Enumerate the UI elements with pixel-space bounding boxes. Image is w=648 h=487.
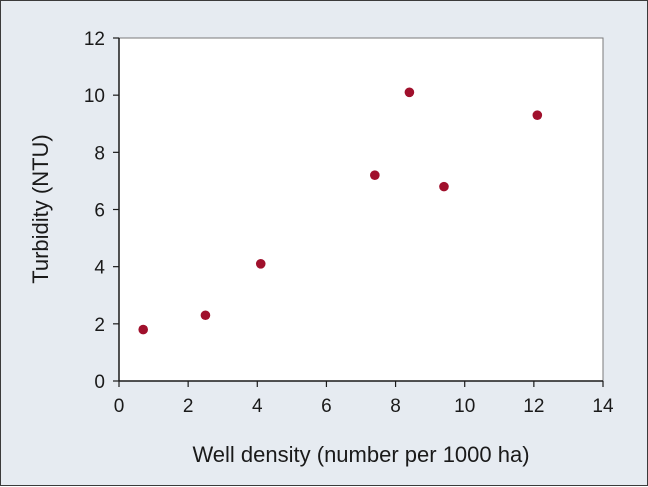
x-tick-label: 2	[183, 396, 194, 417]
x-tick-label: 14	[592, 396, 614, 417]
y-axis-title: Turbidity (NTU)	[28, 134, 53, 284]
data-point	[532, 110, 543, 120]
x-tick-label: 8	[390, 396, 401, 417]
data-points	[138, 87, 543, 335]
plot-area	[119, 38, 603, 381]
data-point	[138, 324, 148, 335]
x-tick-label: 12	[523, 396, 544, 417]
y-tick-label: 0	[94, 372, 105, 393]
y-tick-label: 10	[84, 86, 105, 107]
x-tick-label: 10	[454, 396, 475, 417]
y-tick-label: 4	[94, 258, 105, 279]
y-tick-label: 8	[94, 143, 105, 164]
data-point	[255, 259, 266, 269]
y-tick-label: 6	[94, 201, 105, 222]
data-point	[404, 87, 415, 98]
data-point	[200, 310, 211, 321]
axes	[113, 37, 604, 387]
x-tick-label: 4	[252, 396, 263, 417]
x-tick-label: 0	[114, 396, 125, 417]
tick-labels: 0 2 4 6 8 10 12 14 0 2 4 6 8 10 12	[84, 29, 614, 417]
y-tick-label: 12	[84, 29, 105, 50]
x-axis-title: Well density (number per 1000 ha)	[192, 442, 529, 467]
y-tick-label: 2	[94, 315, 105, 336]
data-point	[370, 170, 380, 180]
x-tick-label: 6	[321, 396, 332, 417]
data-point	[439, 181, 449, 192]
